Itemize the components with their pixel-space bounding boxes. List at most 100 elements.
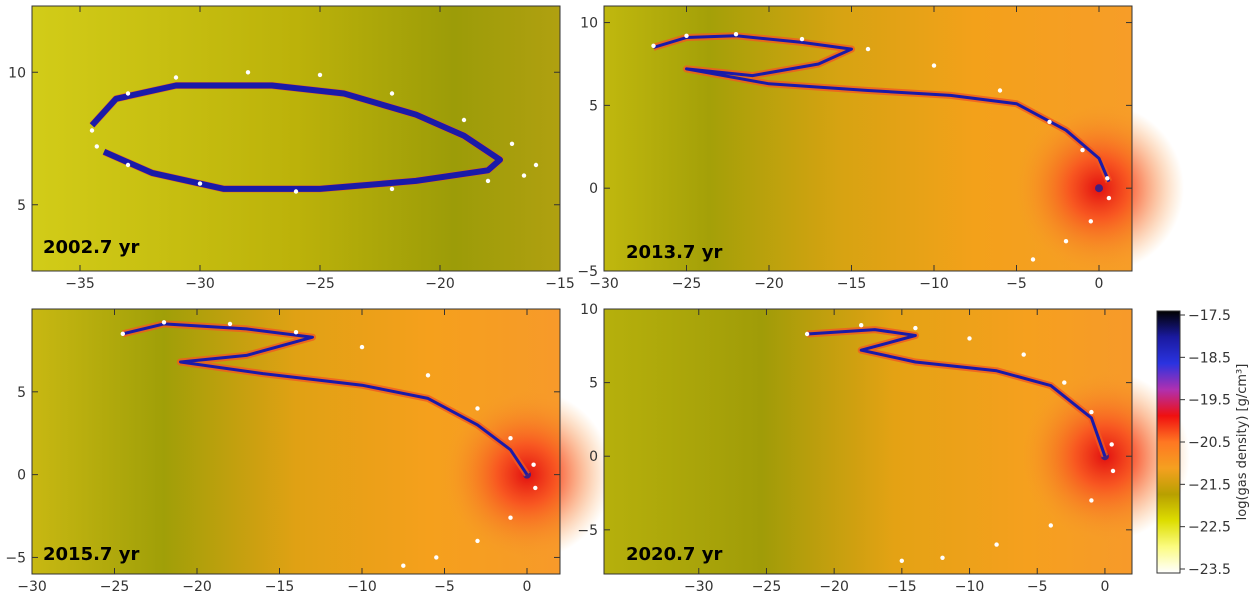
orbit-dot — [1106, 195, 1112, 201]
data-layer — [120, 320, 612, 568]
star-marker — [1095, 184, 1103, 193]
orbit-dot — [1021, 352, 1026, 357]
y-tick-label: 5 — [17, 385, 26, 401]
epoch-label: 2013.7 yr — [626, 242, 722, 263]
colorbar: −17.5 −18.5 −19.5 −20.5 −21.5 −22.5 −23.5 log(… — [1156, 308, 1250, 578]
orbit-dot — [293, 189, 299, 194]
colorbar-tick-label: −20.5 — [1188, 435, 1231, 451]
orbit-dot — [245, 70, 251, 75]
orbit-dot — [521, 173, 527, 178]
orbit-dot — [533, 485, 538, 491]
y-tick-label: 10 — [8, 65, 26, 81]
plot-frame — [31, 5, 561, 272]
orbit-dot — [508, 515, 513, 520]
colorbar-tick-label: −18.5 — [1188, 350, 1231, 366]
orbit-dot — [1048, 523, 1054, 528]
axes: −30 −25 −20 −15 −10 −5 0 −5 0 5 10 — [577, 6, 1132, 292]
orbit-dot — [197, 181, 203, 186]
orbit-dot — [317, 72, 323, 78]
colorbar-tick-label: −21.5 — [1188, 477, 1231, 493]
y-tick-label: 0 — [589, 449, 598, 465]
orbit-dot — [425, 373, 431, 378]
orbit-dot — [1088, 219, 1094, 224]
orbit-dot — [997, 88, 1003, 93]
x-tick-label: −30 — [185, 276, 215, 292]
x-tick-label: −20 — [819, 579, 849, 595]
colorbar-tick-label: −17.5 — [1188, 308, 1231, 324]
cloud-edge — [89, 82, 503, 192]
orbit-dot — [967, 336, 972, 341]
cloud-edge — [807, 328, 1107, 457]
panel-2013: 2013.7 yr −30 −25 −20 −15 −10 −5 0 −5 0 5 10 — [577, 5, 1184, 292]
colorbar-ticks: −17.5 −18.5 −19.5 −20.5 −21.5 −22.5 −23.5 — [1180, 308, 1231, 578]
orbit-dot — [1063, 239, 1069, 244]
x-tick-label: −10 — [919, 276, 949, 292]
x-tick-label: −20 — [182, 579, 212, 595]
orbit-dot — [1062, 380, 1067, 385]
x-tick-label: 0 — [1100, 579, 1109, 595]
orbit-dot — [89, 128, 95, 133]
axes: −35 −30 −25 −20 −15 5 10 — [8, 6, 575, 292]
epoch-label: 2002.7 yr — [43, 237, 139, 258]
y-tick-label: −5 — [577, 264, 598, 280]
orbit-dot — [651, 43, 656, 48]
x-tick-label: −15 — [265, 579, 295, 595]
x-tick-label: −5 — [434, 579, 455, 595]
orbit-dot — [508, 436, 513, 441]
x-tick-label: −25 — [305, 276, 335, 292]
orbit-dot — [1110, 468, 1116, 474]
orbit-dot — [389, 91, 395, 96]
x-tick-label: −25 — [752, 579, 782, 595]
panel-2020: 2020.7 yr −30 −25 −20 −15 −10 −5 0 −5 0 5 10 — [577, 302, 1190, 595]
orbit-dot — [899, 558, 904, 563]
epoch-label: 2015.7 yr — [43, 544, 139, 565]
data-layer — [89, 70, 539, 194]
x-tick-label: −5 — [1027, 579, 1048, 595]
x-tick-label: 0 — [1095, 276, 1104, 292]
x-tick-label: −25 — [100, 579, 130, 595]
colorbar-strip — [1156, 310, 1181, 574]
orbit-dot — [859, 323, 864, 328]
orbit-dot — [865, 46, 871, 52]
y-tick-label: 5 — [589, 376, 598, 392]
x-tick-label: −15 — [887, 579, 917, 595]
y-tick-label: 5 — [589, 98, 598, 114]
cloud-edge — [122, 322, 529, 476]
x-tick-label: −30 — [684, 579, 714, 595]
orbit-dot — [509, 141, 515, 146]
orbit-dot — [1030, 257, 1036, 262]
x-tick-label: −10 — [955, 579, 985, 595]
x-tick-label: −20 — [425, 276, 455, 292]
axes: −30 −25 −20 −15 −10 −5 0 −5 0 5 — [5, 309, 560, 595]
orbit-dot — [461, 117, 467, 123]
orbit-dot — [293, 330, 299, 335]
axes: −30 −25 −20 −15 −10 −5 0 −5 0 5 10 — [577, 302, 1132, 595]
y-tick-label: −5 — [5, 550, 26, 566]
orbit-dot — [684, 33, 689, 38]
orbit-dot — [434, 555, 439, 560]
orbit-dot — [401, 563, 406, 568]
orbit-dot — [799, 36, 805, 42]
orbit-dot — [173, 75, 179, 80]
x-tick-label: −15 — [545, 276, 575, 292]
plot-area — [32, 6, 560, 271]
orbit-dot — [227, 321, 233, 327]
orbit-dot — [940, 555, 945, 560]
x-tick-label: −30 — [589, 276, 619, 292]
orbit-dot — [389, 186, 395, 192]
x-tick-label: −10 — [347, 579, 377, 595]
plot-frame — [603, 5, 1133, 272]
orbit-dot — [531, 462, 536, 467]
orbit-dot — [475, 406, 480, 411]
orbit-dot — [1089, 498, 1094, 503]
y-tick-label: 10 — [580, 302, 598, 318]
colorbar-tick-label: −19.5 — [1188, 393, 1231, 409]
orbit-dot — [1089, 409, 1094, 415]
x-tick-label: −35 — [65, 276, 95, 292]
y-tick-label: 5 — [17, 198, 26, 214]
x-tick-label: 0 — [523, 579, 532, 595]
orbit-dot — [125, 162, 131, 168]
orbit-dot — [94, 144, 100, 149]
x-tick-label: −30 — [17, 579, 47, 595]
